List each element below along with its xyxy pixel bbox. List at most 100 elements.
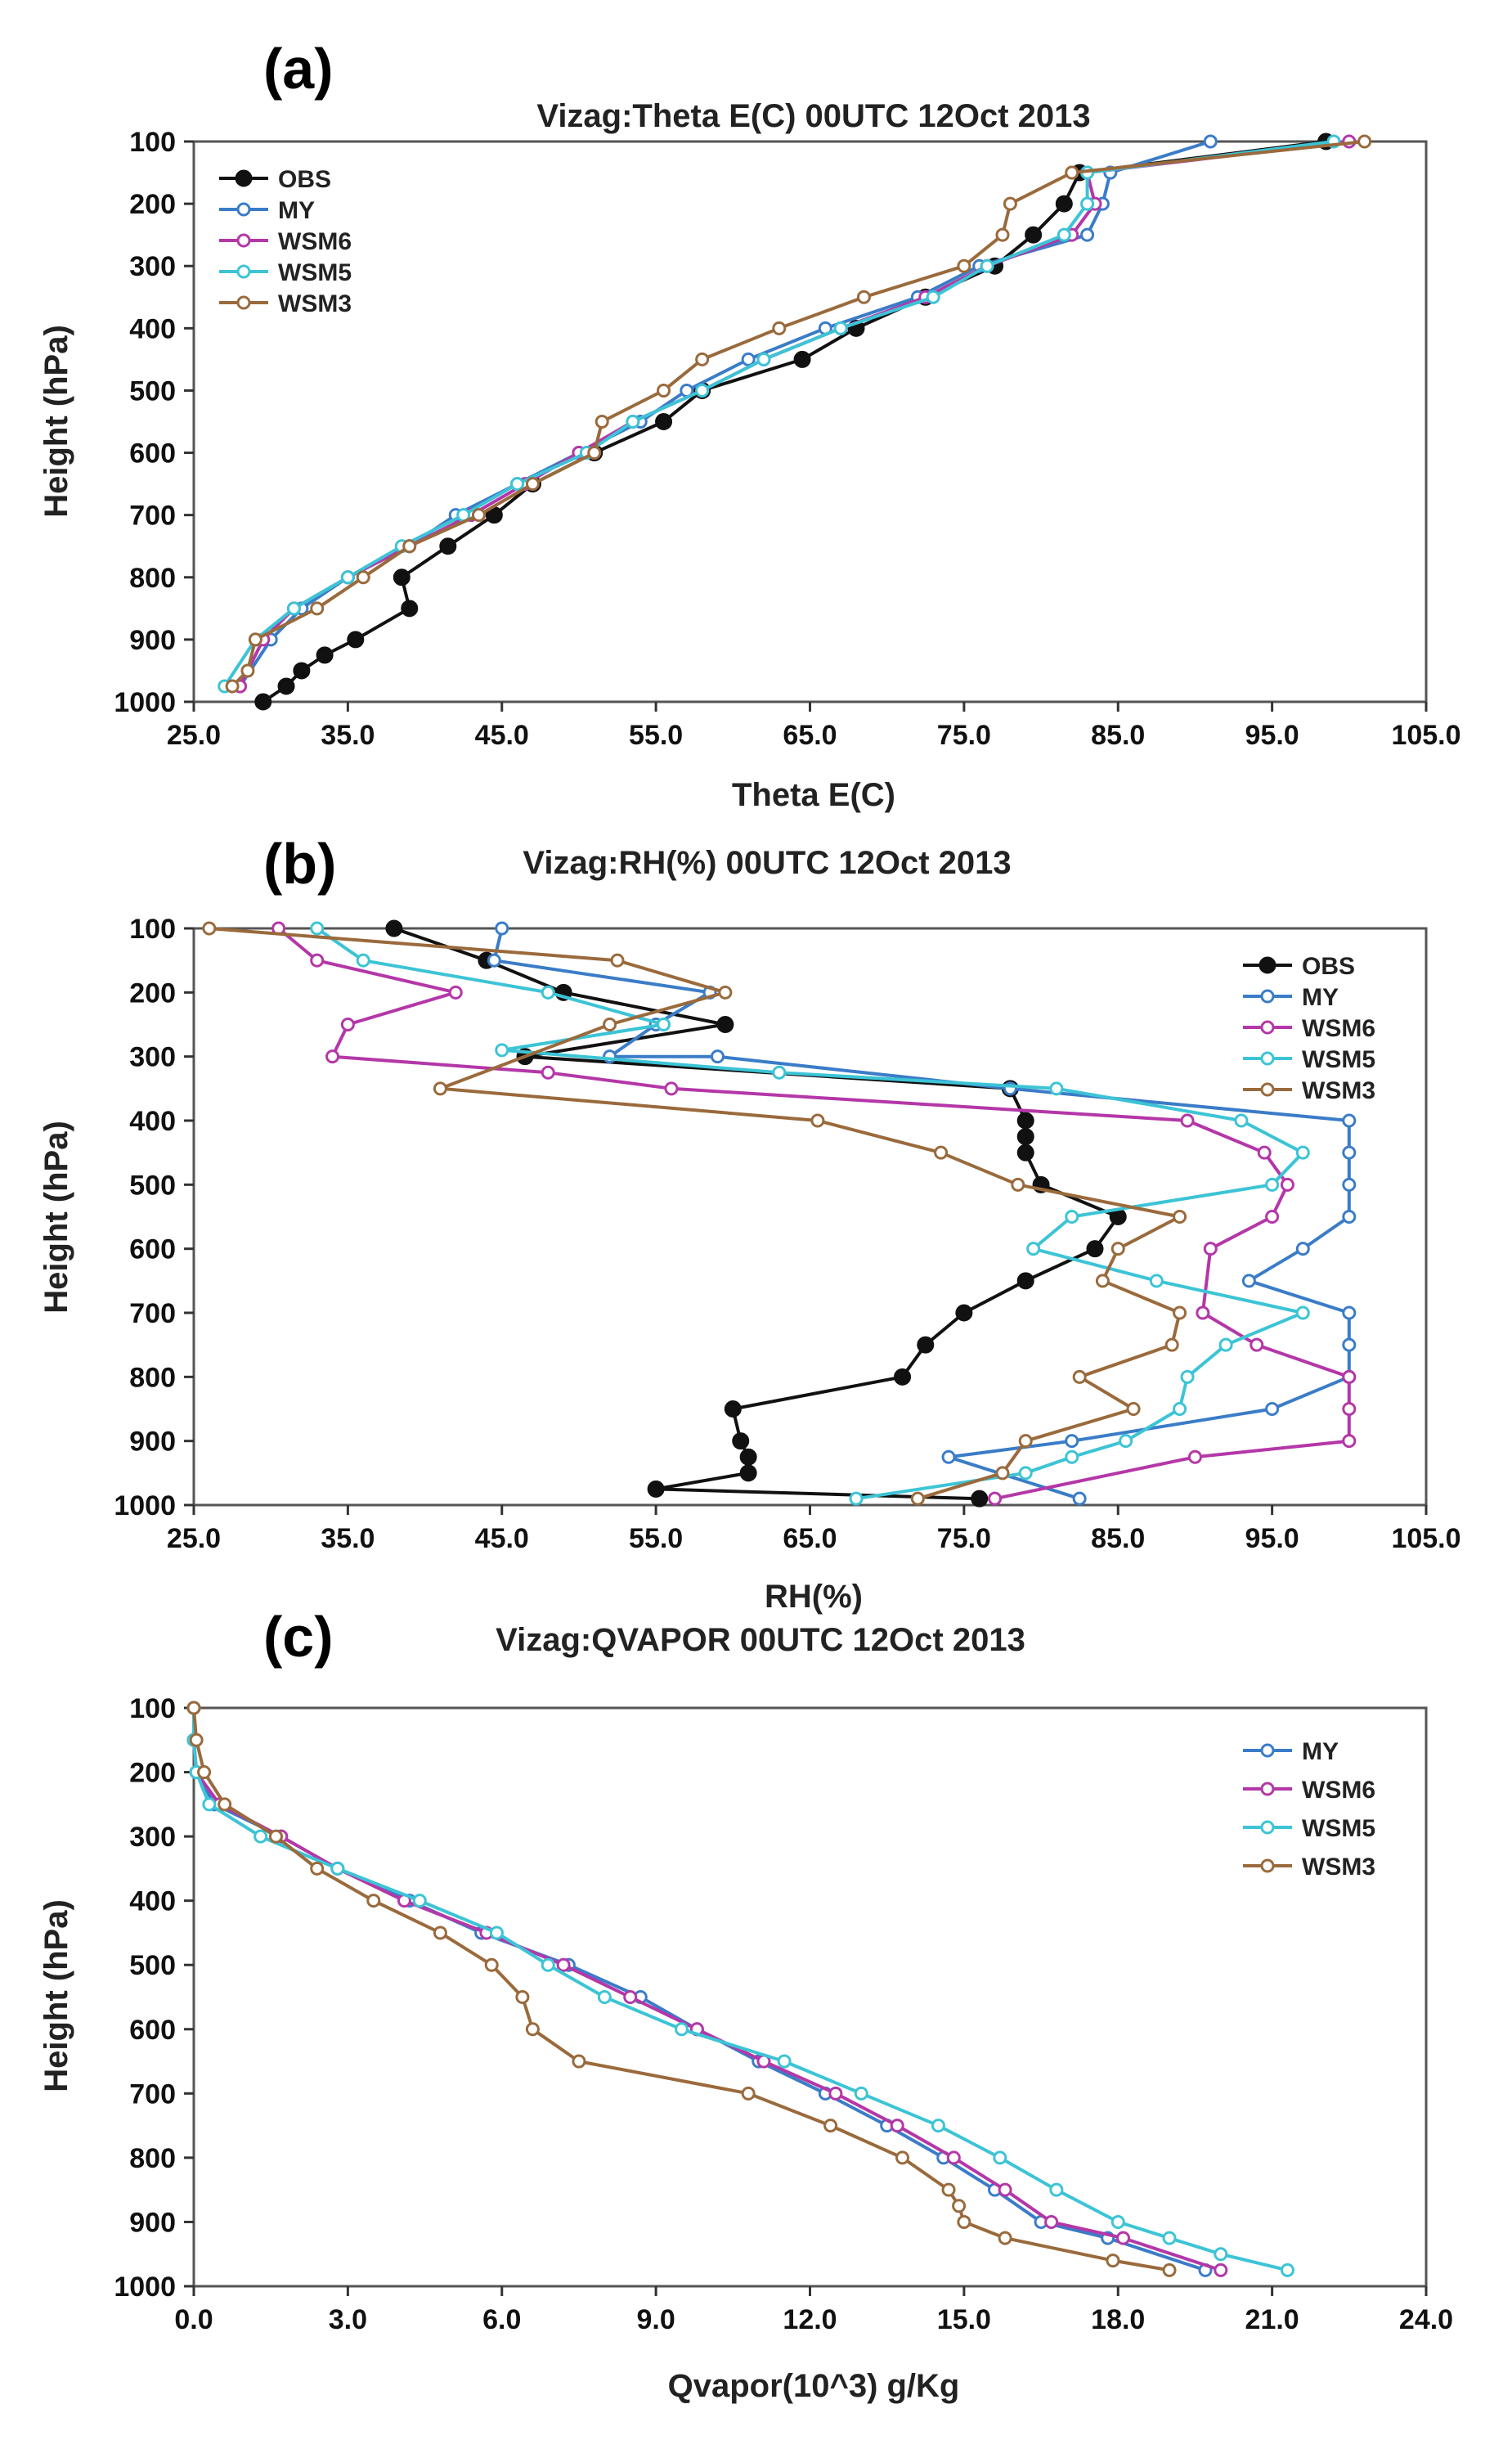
point-wsm6-b — [448, 985, 463, 1000]
legend-marker-wsm5-c — [1260, 1820, 1275, 1835]
point-obs-b — [1016, 1112, 1034, 1130]
point-obs-a — [277, 677, 295, 695]
point-my-b — [710, 1049, 725, 1064]
point-wsm3-a — [310, 601, 325, 616]
point-wsm5-c — [412, 1894, 427, 1908]
x-tick-label-a: 35.0 — [321, 720, 375, 751]
point-obs-b — [1086, 1240, 1104, 1258]
x-axis-c: 0.0 3.0 6.0 9.0 12.0 15.0 18.0 21.0 24.0 — [174, 2286, 1453, 2335]
x-axis-a: 25.0 35.0 45.0 55.0 65.0 75.0 85.0 95.0 105.0 — [167, 702, 1461, 751]
point-wsm6-c — [1044, 2214, 1059, 2229]
x-tick-label-a: 85.0 — [1091, 720, 1145, 751]
x-tick-label-a: 25.0 — [167, 720, 221, 751]
point-wsm3-c — [525, 2022, 540, 2037]
legend-marker-my-c — [1260, 1743, 1275, 1758]
point-wsm6-c — [998, 2182, 1012, 2197]
legend-a: OBS MY WSM6 WSM5 WSM3 — [219, 166, 352, 317]
point-wsm6-b — [1180, 1113, 1195, 1128]
point-obs-a — [347, 631, 365, 649]
point-wsm3-b — [995, 1466, 1010, 1481]
point-my-a — [741, 352, 756, 366]
legend-label-wsm5-c: WSM5 — [1302, 1815, 1375, 1842]
panel-letter-a: (a) — [263, 37, 334, 101]
point-wsm6-b — [1342, 1434, 1357, 1449]
point-wsm5-b — [1049, 1081, 1064, 1096]
y-tick-label-c: 1000 — [114, 2272, 176, 2303]
y-tick-label-a: 200 — [129, 189, 176, 220]
point-wsm6-b — [340, 1018, 355, 1031]
point-my-b — [1241, 1274, 1256, 1288]
point-wsm5-c — [202, 1797, 217, 1812]
y-tick-label-a: 500 — [129, 375, 176, 407]
point-wsm5-b — [356, 953, 370, 968]
plot-area-a — [192, 140, 1428, 703]
point-obs-b — [955, 1304, 973, 1322]
point-wsm6-c — [890, 2119, 904, 2133]
point-wsm5-c — [1280, 2263, 1294, 2277]
point-wsm5-b — [849, 1491, 864, 1506]
point-my-b — [941, 1449, 956, 1464]
point-wsm6-c — [1214, 2263, 1228, 2277]
y-axis-c: 100 200 300 400 500 600 700 800 900 1000 — [114, 1693, 194, 2303]
x-tick-label-c: 3.0 — [329, 2304, 367, 2335]
point-my-b — [1342, 1113, 1357, 1128]
x-tick-label-b: 75.0 — [937, 1523, 991, 1554]
legend-label-wsm6-a: WSM6 — [278, 228, 352, 255]
point-wsm5-b — [1119, 1434, 1133, 1449]
point-wsm5-b — [1295, 1145, 1310, 1160]
point-wsm3-a — [356, 570, 370, 585]
legend-label-obs-a: OBS — [278, 166, 331, 193]
point-wsm5-a — [340, 570, 355, 585]
y-tick-label-b: 200 — [129, 977, 176, 1009]
x-tick-label-c: 18.0 — [1091, 2304, 1145, 2335]
series-line-my-b — [492, 928, 1351, 1501]
point-wsm3-c — [515, 1990, 530, 2004]
point-wsm5-b — [1018, 1466, 1033, 1481]
series-line-my-a — [238, 140, 1211, 688]
point-wsm5-a — [286, 601, 301, 616]
point-wsm3-c — [741, 2086, 756, 2101]
point-wsm6-c — [946, 2150, 961, 2165]
y-tick-label-a: 300 — [129, 251, 176, 282]
point-wsm3-c — [957, 2214, 971, 2229]
y-axis-label-a: Height (hPa) — [38, 325, 74, 518]
point-wsm5-b — [1149, 1274, 1164, 1288]
legend-marker-wsm3-c — [1260, 1858, 1275, 1873]
x-tick-label-b: 45.0 — [475, 1523, 529, 1554]
point-wsm3-c — [197, 1765, 212, 1780]
point-obs-a — [393, 568, 411, 586]
point-wsm5-b — [1173, 1402, 1187, 1416]
x-axis-label-c: Qvapor(10^3) g/Kg — [668, 2368, 960, 2404]
point-wsm6-b — [1280, 1177, 1294, 1192]
point-wsm3-c — [572, 2054, 586, 2069]
point-wsm3-c — [268, 1829, 283, 1844]
legend-label-wsm3-a: WSM3 — [278, 290, 352, 317]
x-tick-label-a: 45.0 — [475, 720, 529, 751]
point-wsm5-b — [657, 1018, 671, 1031]
x-tick-label-c: 15.0 — [937, 2304, 991, 2335]
y-tick-label-b: 1000 — [114, 1490, 176, 1521]
legend-marker-my-b — [1260, 989, 1275, 1004]
point-obs-b — [385, 919, 403, 937]
y-tick-label-a: 100 — [129, 127, 176, 158]
series-line-wsm5-a — [223, 140, 1335, 688]
x-tick-label-b: 95.0 — [1245, 1523, 1299, 1554]
point-wsm5-c — [777, 2054, 792, 2069]
point-wsm3-c — [366, 1894, 381, 1908]
point-wsm5-b — [1180, 1369, 1195, 1384]
point-wsm5-a — [626, 415, 640, 429]
legend-c: MY WSM6 WSM5 WSM3 — [1243, 1738, 1375, 1881]
point-wsm3-c — [186, 1701, 201, 1715]
point-wsm3-a — [772, 321, 787, 335]
legend-label-wsm3-b: WSM3 — [1302, 1077, 1375, 1104]
legend-marker-obs-b — [1259, 956, 1276, 974]
point-wsm5-b — [1026, 1242, 1041, 1256]
point-wsm3-c — [823, 2119, 838, 2133]
legend-label-my-c: MY — [1302, 1738, 1339, 1765]
point-wsm3-b — [910, 1491, 925, 1506]
point-wsm3-a — [402, 539, 417, 554]
y-tick-label-c: 800 — [129, 2143, 176, 2174]
point-wsm3-a — [856, 290, 871, 304]
point-wsm3-a — [695, 352, 710, 366]
point-wsm5-b — [1234, 1113, 1249, 1128]
